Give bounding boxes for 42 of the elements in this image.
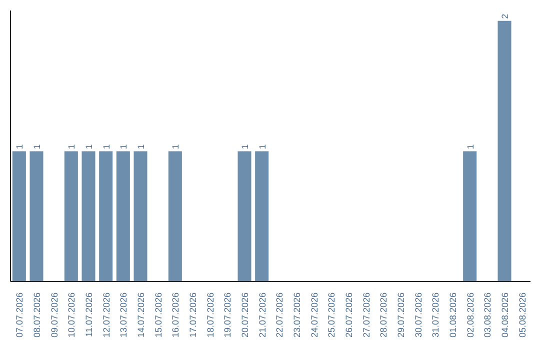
data-label: 1 — [170, 144, 181, 150]
x-tick-label: 23.07.2026 — [292, 292, 302, 338]
data-label: 1 — [257, 144, 268, 150]
x-tick-label: 21.07.2026 — [257, 292, 268, 338]
x-tick-label: 10.07.2026 — [66, 292, 77, 338]
x-tick-label: 31.07.2026 — [430, 292, 441, 338]
x-tick-label: 03.08.2026 — [482, 292, 493, 338]
x-tick-label: 25.07.2026 — [326, 292, 337, 338]
x-tick-label: 01.08.2026 — [448, 292, 458, 338]
x-tick-label: 18.07.2026 — [205, 292, 216, 338]
data-label: 1 — [66, 144, 77, 150]
x-tick-label: 28.07.2026 — [378, 292, 389, 338]
x-tick-label: 13.07.2026 — [118, 292, 129, 338]
x-tick-label: 30.07.2026 — [413, 292, 424, 338]
x-tick-label: 08.07.2026 — [32, 292, 42, 338]
data-label: 1 — [118, 144, 129, 150]
x-tick-label: 22.07.2026 — [274, 292, 285, 338]
data-label: 1 — [14, 144, 25, 150]
data-label: 2 — [500, 14, 510, 19]
x-tick-label: 20.07.2026 — [240, 292, 250, 338]
x-tick-label: 14.07.2026 — [136, 292, 146, 338]
x-tick-label: 29.07.2026 — [396, 292, 406, 338]
x-tick-label: 09.07.2026 — [49, 292, 60, 338]
data-label: 1 — [465, 144, 476, 150]
x-tick-label: 17.07.2026 — [188, 292, 198, 338]
x-tick-label: 16.07.2026 — [170, 292, 181, 338]
data-label: 1 — [84, 144, 94, 150]
data-label: 1 — [101, 144, 112, 150]
x-tick-label: 19.07.2026 — [222, 292, 233, 338]
data-label: 1 — [136, 144, 146, 150]
x-tick-label: 05.08.2026 — [517, 292, 528, 338]
x-tick-label: 07.07.2026 — [14, 292, 25, 338]
x-tick-label: 11.07.2026 — [84, 292, 94, 337]
x-tick-label: 26.07.2026 — [344, 292, 354, 338]
x-tick-label: 24.07.2026 — [309, 292, 320, 338]
x-tick-label: 02.08.2026 — [465, 292, 476, 338]
x-tick-label: 12.07.2026 — [101, 292, 112, 338]
x-tick-label: 04.08.2026 — [500, 292, 510, 338]
data-label: 1 — [240, 144, 250, 150]
x-tick-label: 15.07.2026 — [153, 292, 164, 338]
data-label: 1 — [32, 144, 42, 150]
x-tick-label: 27.07.2026 — [361, 292, 372, 338]
